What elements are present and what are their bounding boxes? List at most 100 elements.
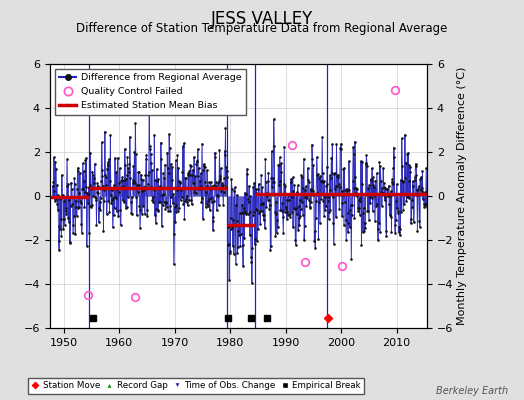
Point xyxy=(216,176,224,182)
Point xyxy=(210,181,219,188)
Point xyxy=(184,172,193,178)
Point xyxy=(57,216,65,222)
Point xyxy=(278,208,286,214)
Point xyxy=(56,226,64,232)
Point xyxy=(317,196,325,203)
Point xyxy=(282,206,290,212)
Point xyxy=(242,210,250,217)
Point xyxy=(148,197,157,204)
Point xyxy=(362,160,370,166)
Point xyxy=(367,176,375,183)
Point xyxy=(76,198,84,204)
Point xyxy=(232,261,240,267)
Point xyxy=(240,235,248,241)
Point xyxy=(359,210,367,216)
Point xyxy=(188,201,196,208)
Point xyxy=(218,183,226,189)
Point xyxy=(69,230,77,236)
Point xyxy=(326,206,335,213)
Point xyxy=(322,183,331,190)
Point xyxy=(196,182,205,189)
Point xyxy=(171,219,179,226)
Point xyxy=(165,170,173,176)
Point xyxy=(350,214,358,221)
Point xyxy=(135,203,144,210)
Point xyxy=(87,186,95,192)
Point xyxy=(60,222,69,228)
Point xyxy=(126,199,135,205)
Point xyxy=(228,186,236,192)
Point xyxy=(331,183,340,189)
Point xyxy=(49,179,58,185)
Point xyxy=(130,149,138,155)
Point xyxy=(234,228,243,234)
Point xyxy=(373,170,381,176)
Point xyxy=(404,150,412,156)
Point xyxy=(345,158,353,164)
Point xyxy=(188,172,196,179)
Point xyxy=(74,164,82,171)
Point xyxy=(146,146,154,152)
Point xyxy=(280,144,288,150)
Point xyxy=(243,166,252,172)
Point xyxy=(398,178,407,184)
Point xyxy=(78,186,86,192)
Point xyxy=(208,183,216,190)
Point xyxy=(202,188,210,195)
Point xyxy=(357,242,366,248)
Point xyxy=(347,256,355,263)
Point xyxy=(291,242,300,248)
Point xyxy=(355,205,363,211)
Point xyxy=(185,197,193,203)
Point xyxy=(115,165,124,171)
Point xyxy=(335,184,344,191)
Point xyxy=(338,212,346,219)
Point xyxy=(128,194,136,200)
Point xyxy=(312,198,320,204)
Point xyxy=(259,200,268,206)
Point xyxy=(177,186,185,193)
Point xyxy=(301,194,310,201)
Point xyxy=(384,193,392,200)
Point xyxy=(261,179,270,186)
Point xyxy=(142,152,150,158)
Point xyxy=(323,194,332,201)
Point xyxy=(285,192,293,198)
Point xyxy=(150,187,158,193)
Point xyxy=(192,190,200,196)
Point xyxy=(342,216,350,223)
Point xyxy=(223,174,231,180)
Point xyxy=(206,179,215,186)
Point xyxy=(381,228,390,235)
Point xyxy=(89,172,97,178)
Point xyxy=(271,209,279,216)
Point xyxy=(290,205,298,212)
Point xyxy=(49,194,57,200)
Point xyxy=(62,211,71,218)
Point xyxy=(192,161,201,167)
Point xyxy=(213,207,221,214)
Point xyxy=(127,211,136,217)
Point xyxy=(277,160,285,167)
Point xyxy=(101,128,109,135)
Point xyxy=(234,244,242,250)
Point xyxy=(421,201,430,208)
Point xyxy=(167,161,175,167)
Point xyxy=(126,134,134,140)
Point xyxy=(261,155,269,162)
Point xyxy=(364,208,372,214)
Point xyxy=(258,201,267,207)
Point xyxy=(207,194,215,201)
Point xyxy=(181,198,189,204)
Point xyxy=(134,189,142,195)
Point xyxy=(200,163,209,169)
Point xyxy=(151,177,159,183)
Point xyxy=(386,192,394,199)
Point xyxy=(143,213,151,219)
Point xyxy=(190,154,198,160)
Point xyxy=(115,180,123,186)
Point xyxy=(97,178,105,185)
Point xyxy=(392,181,401,187)
Point xyxy=(268,148,276,154)
Point xyxy=(303,195,311,201)
